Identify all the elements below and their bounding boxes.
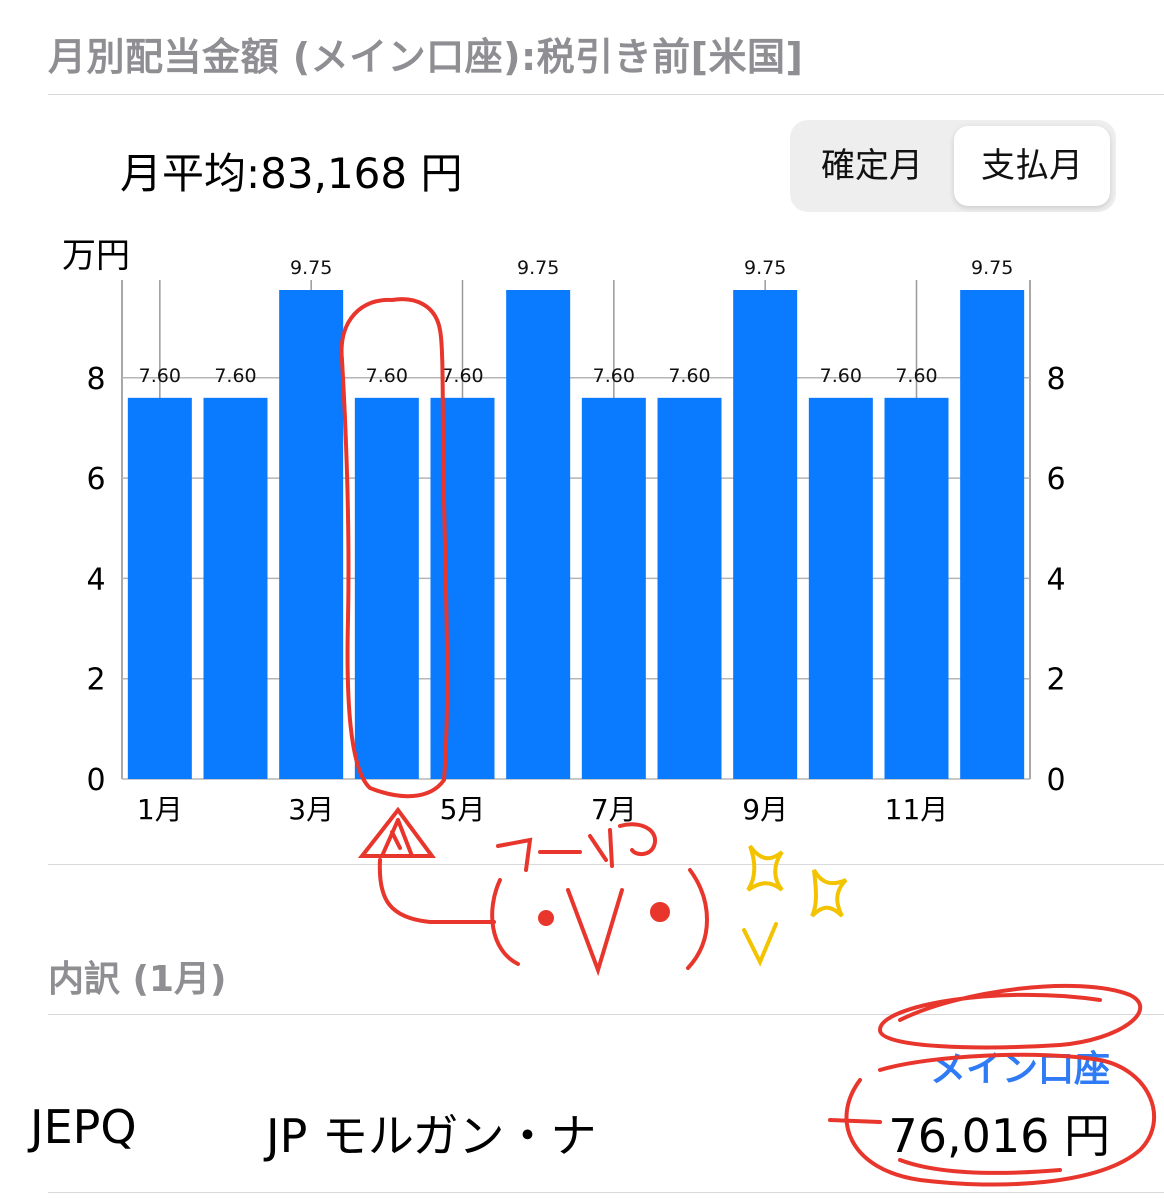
toggle-pay-month[interactable]: 支払月 bbox=[954, 126, 1110, 206]
y-tick-label-left: 6 bbox=[86, 462, 105, 497]
row-account-label: メイン口座 bbox=[929, 1049, 1110, 1090]
bar bbox=[127, 397, 192, 779]
y-tick-label-left: 8 bbox=[86, 362, 105, 397]
bar-value-label: 7.60 bbox=[820, 365, 862, 387]
row-fund-name: JP モルガン・ナ bbox=[266, 1109, 597, 1163]
row-ticker: JEPQ bbox=[30, 1100, 137, 1154]
bar-value-label: 7.60 bbox=[441, 365, 483, 387]
y-tick-label-left: 4 bbox=[86, 562, 105, 597]
bar-value-label: 7.60 bbox=[668, 365, 710, 387]
bar-value-label: 9.75 bbox=[971, 257, 1013, 279]
bar bbox=[506, 290, 571, 779]
y-tick-label-right: 2 bbox=[1046, 663, 1065, 698]
bar-value-label: 7.60 bbox=[895, 365, 937, 387]
bar bbox=[203, 397, 268, 779]
month-type-toggle[interactable]: 確定月 支払月 bbox=[790, 120, 1116, 212]
y-axis-unit-label: 万円 bbox=[62, 236, 130, 276]
header-divider bbox=[48, 94, 1164, 95]
monthly-average: 月平均:83,168 円 bbox=[120, 149, 463, 198]
y-tick-label-right: 6 bbox=[1046, 462, 1065, 497]
bar-value-label: 9.75 bbox=[290, 257, 332, 279]
y-tick-label-right: 0 bbox=[1046, 763, 1065, 798]
bar bbox=[808, 397, 873, 779]
bar-value-label: 7.60 bbox=[214, 365, 256, 387]
red-text-waai bbox=[490, 822, 709, 977]
dividend-bar-chart: 0 0 2 2 4 4 6 6 8 8 7.60 7.60 9.75 7.60 7.60 9.75 7.60 7.… bbox=[86, 257, 1065, 826]
bar bbox=[279, 290, 344, 779]
breakdown-title: 内訳 (1月) bbox=[48, 959, 227, 1000]
bar-value-label: 9.75 bbox=[744, 257, 786, 279]
row-amount: 76,016 円 bbox=[888, 1109, 1110, 1163]
page-title: 月別配当金額 (メイン口座):税引き前[米国] bbox=[48, 35, 804, 79]
toggle-confirm-month[interactable]: 確定月 bbox=[821, 146, 923, 186]
bar-value-label: 7.60 bbox=[139, 365, 181, 387]
breakdown-divider bbox=[48, 1014, 1164, 1015]
bar bbox=[884, 397, 949, 779]
bar bbox=[581, 397, 646, 779]
bar bbox=[354, 397, 419, 779]
bar-value-label: 7.60 bbox=[366, 365, 408, 387]
x-tick-label: 7月 bbox=[591, 793, 637, 826]
bar bbox=[733, 290, 798, 779]
y-tick-label-left: 2 bbox=[86, 663, 105, 698]
x-tick-label: 11月 bbox=[885, 793, 949, 826]
y-tick-label-left: 0 bbox=[86, 763, 105, 798]
bar bbox=[430, 397, 495, 779]
x-tick-label: 3月 bbox=[288, 793, 334, 826]
x-tick-label: 1月 bbox=[137, 793, 183, 826]
chart-divider bbox=[48, 864, 1164, 865]
bar-value-label: 9.75 bbox=[517, 257, 559, 279]
x-tick-label: 5月 bbox=[440, 793, 486, 826]
x-tick-label: 9月 bbox=[742, 793, 788, 826]
bar bbox=[960, 290, 1025, 779]
bar bbox=[657, 397, 722, 779]
y-tick-label-right: 4 bbox=[1046, 562, 1065, 597]
bar-value-label: 7.60 bbox=[593, 365, 635, 387]
y-tick-label-right: 8 bbox=[1046, 362, 1065, 397]
row-divider bbox=[48, 1192, 1164, 1193]
